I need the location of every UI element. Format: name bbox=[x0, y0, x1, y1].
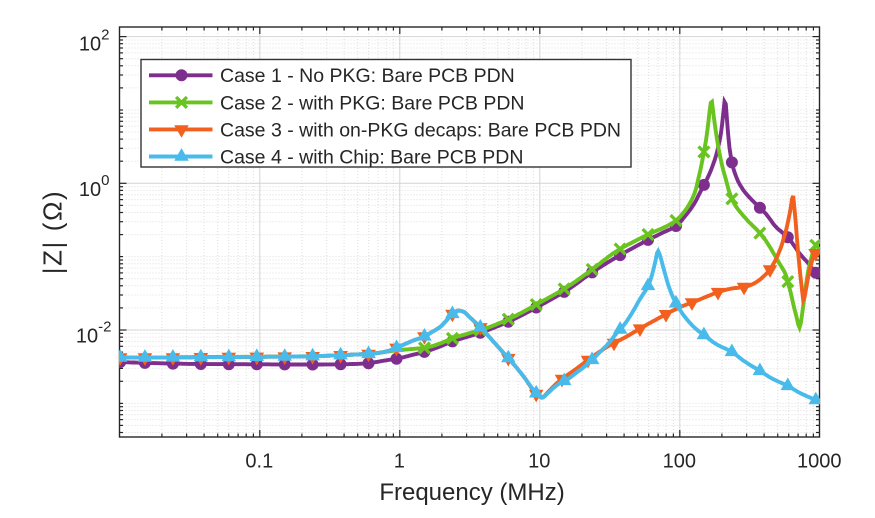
svg-text:|Z| (Ω): |Z| (Ω) bbox=[38, 190, 68, 275]
svg-text:1: 1 bbox=[394, 451, 405, 473]
svg-text:Frequency (MHz): Frequency (MHz) bbox=[379, 479, 564, 506]
svg-text:Case 3 - with on-PKG decaps: B: Case 3 - with on-PKG decaps: Bare PCB PD… bbox=[220, 119, 621, 141]
svg-text:Case 2 - with PKG: Bare PCB PD: Case 2 - with PKG: Bare PCB PDN bbox=[220, 92, 525, 114]
svg-text:1000: 1000 bbox=[797, 451, 842, 473]
svg-text:Case 4 - with Chip: Bare PCB P: Case 4 - with Chip: Bare PCB PDN bbox=[220, 146, 523, 168]
svg-text:0.1: 0.1 bbox=[245, 451, 273, 473]
svg-text:10: 10 bbox=[528, 451, 550, 473]
svg-text:Case 1 - No PKG: Bare PCB PDN: Case 1 - No PKG: Bare PCB PDN bbox=[220, 65, 515, 87]
svg-text:100: 100 bbox=[663, 451, 696, 473]
